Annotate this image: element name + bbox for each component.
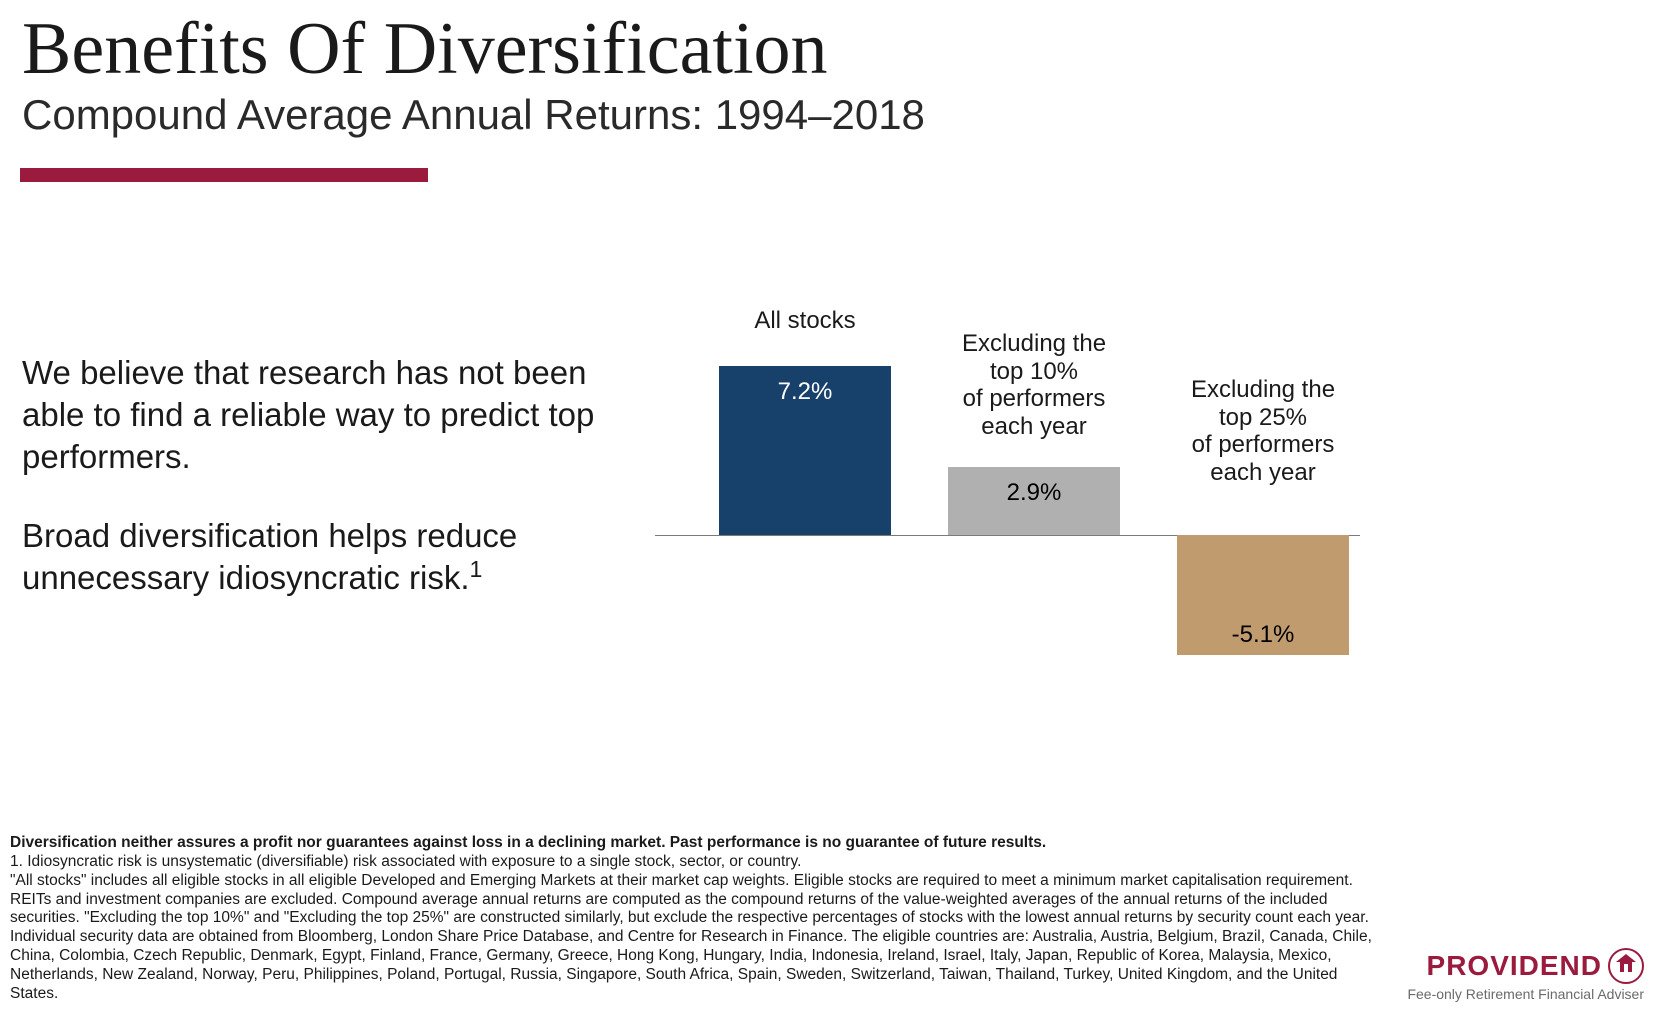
chart-bar-label: All stocks [719, 307, 891, 335]
footnote-body: "All stocks" includes all eligible stock… [10, 872, 1380, 1004]
footnotes: Diversification neither assures a profit… [10, 834, 1380, 1004]
brand-logo-icon [1608, 948, 1644, 984]
chart-bar-value: 7.2% [719, 378, 891, 406]
brand-tagline: Fee-only Retirement Financial Adviser [1407, 986, 1644, 1002]
body-paragraph-1: We believe that research has not been ab… [22, 352, 642, 479]
brand-wordmark: PROVIDEND [1427, 950, 1602, 982]
body-paragraph-2-text: Broad diversification helps reduce unnec… [22, 517, 517, 596]
brand-logo-row: PROVIDEND [1407, 948, 1644, 984]
returns-bar-chart: 7.2% All stocks 2.9% Excluding thetop 10%of… [680, 300, 1360, 660]
disclaimer-bold: Diversification neither assures a profit… [10, 834, 1380, 853]
body-text: We believe that research has not been ab… [22, 352, 642, 599]
accent-bar [20, 168, 428, 182]
footnote-1: 1. Idiosyncratic risk is unsystematic (d… [10, 853, 1380, 872]
brand-block: PROVIDEND Fee-only Retirement Financial … [1407, 948, 1644, 1002]
chart-bar-value: 2.9% [948, 479, 1120, 507]
page-title: Benefits Of Diversification [22, 12, 925, 86]
chart-bar-label: Excluding thetop 25%of performerseach ye… [1163, 376, 1363, 486]
footnote-ref: 1 [470, 556, 483, 582]
chart-bar-label: Excluding thetop 10%of performerseach ye… [934, 330, 1134, 440]
body-paragraph-2: Broad diversification helps reduce unnec… [22, 515, 642, 599]
chart-bar-value: -5.1% [1177, 621, 1349, 649]
header-block: Benefits Of Diversification Compound Ave… [22, 12, 925, 138]
page-subtitle: Compound Average Annual Returns: 1994–20… [22, 92, 925, 138]
